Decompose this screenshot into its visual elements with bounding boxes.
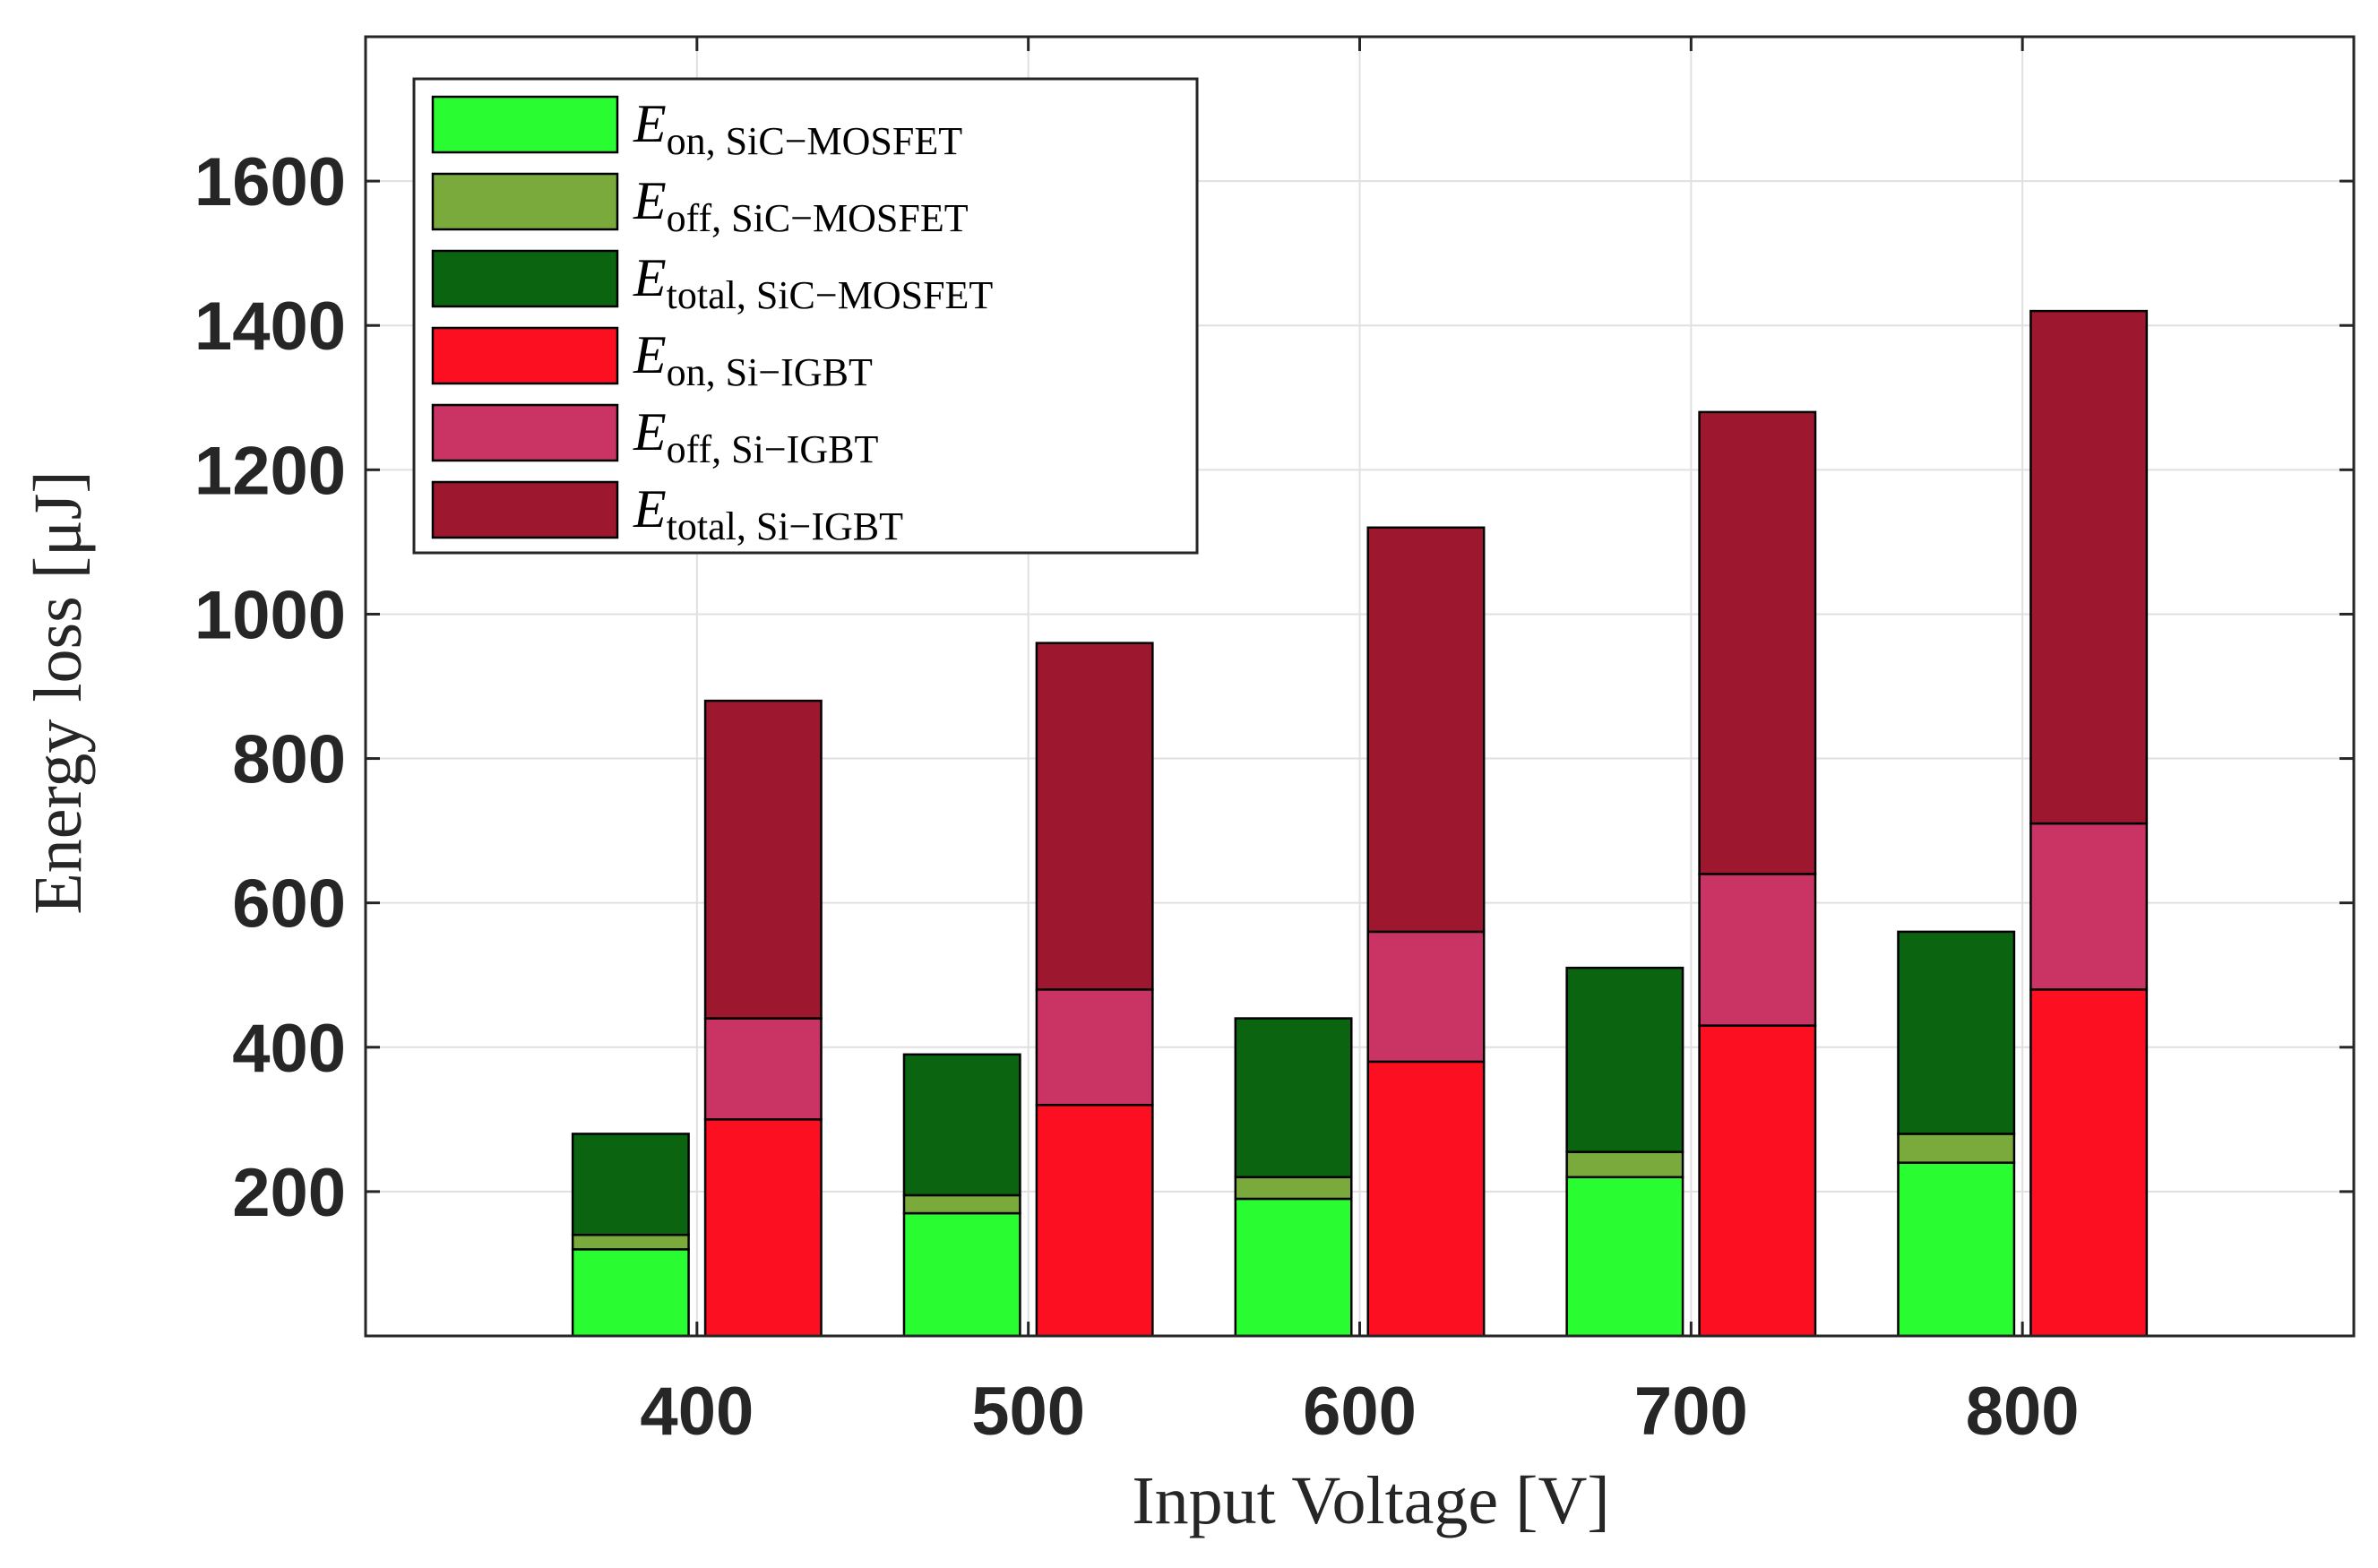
bar-segment xyxy=(571,1248,690,1338)
bar-segment xyxy=(1366,526,1486,934)
bar-segment xyxy=(902,1211,1021,1338)
bar-segment xyxy=(902,1193,1021,1215)
bar-segment xyxy=(1897,1161,2016,1338)
x-tick-label: 700 xyxy=(1634,1374,1748,1450)
bar-segment xyxy=(1698,1024,1817,1338)
bar-segment xyxy=(1366,930,1486,1064)
y-tick-label: 400 xyxy=(232,1011,346,1087)
x-axis-label: Input Voltage [V] xyxy=(1132,1463,1609,1538)
y-tick-label: 600 xyxy=(232,866,346,943)
bar-segment xyxy=(1897,930,2016,1135)
bar-segment xyxy=(1035,988,1154,1107)
x-tick-label: 800 xyxy=(1966,1374,2080,1450)
y-tick-label: 1600 xyxy=(194,144,346,220)
bar-segment xyxy=(703,1118,823,1338)
y-tick-label: 800 xyxy=(232,722,346,798)
y-tick-label: 200 xyxy=(232,1155,346,1231)
legend-box xyxy=(412,77,1199,555)
bar-segment xyxy=(1234,1197,1353,1338)
bar-segment xyxy=(2029,822,2149,991)
legend-swatch xyxy=(431,95,619,154)
legend: Eon, SiC−MOSFET Eoff, SiC−MOSFET Etotal, S… xyxy=(412,77,1199,555)
bar-segment xyxy=(2029,309,2149,825)
bar-segment xyxy=(1234,1176,1353,1201)
legend-label: Etotal, SiC−MOSFET xyxy=(633,248,993,317)
bar-segment xyxy=(1035,1103,1154,1338)
legend-label: Eon, Si−IGBT xyxy=(633,325,873,394)
bar-segment xyxy=(571,1233,690,1251)
x-tick-label: 500 xyxy=(971,1374,1085,1450)
bar-segment xyxy=(1234,1017,1353,1179)
x-tick-label: 600 xyxy=(1303,1374,1417,1450)
bar-segment xyxy=(902,1053,1021,1197)
bar-segment xyxy=(1366,1060,1486,1338)
bar-segment xyxy=(1897,1133,2016,1164)
axes: 200 400 600 800 1000 1200 1400 1600 400 500 600 700… xyxy=(194,35,2356,1450)
legend-label: Eon, SiC−MOSFET xyxy=(633,94,962,163)
plot-frame xyxy=(364,35,2356,1338)
y-tick-label: 1400 xyxy=(194,289,346,365)
y-axis-label: Energy loss [μJ] xyxy=(21,470,96,914)
bar-segment xyxy=(2029,988,2149,1338)
bar-segment xyxy=(571,1133,690,1236)
y-tick-label: 1000 xyxy=(194,577,346,653)
bar-segment xyxy=(703,1017,823,1121)
bar-segment xyxy=(1565,1150,1684,1179)
bars xyxy=(571,309,2149,1338)
legend-swatch xyxy=(431,172,619,231)
bar-segment xyxy=(1565,966,1684,1153)
legend-swatch xyxy=(431,480,619,539)
bar-segment xyxy=(1565,1176,1684,1338)
legend-label: Eoff, Si−IGBT xyxy=(633,402,878,471)
bar-segment xyxy=(1698,873,1817,1027)
legend-label: Eoff, SiC−MOSFET xyxy=(633,171,969,240)
bar-segment xyxy=(1698,410,1817,875)
legend-swatch xyxy=(431,249,619,308)
legend-label: Etotal, Si−IGBT xyxy=(633,479,903,548)
bar-segment xyxy=(703,699,823,1020)
legend-swatch xyxy=(431,403,619,462)
x-tick-label: 400 xyxy=(640,1374,754,1450)
legend-swatch xyxy=(431,326,619,385)
y-tick-label: 1200 xyxy=(194,433,346,509)
bar-segment xyxy=(1035,642,1154,991)
